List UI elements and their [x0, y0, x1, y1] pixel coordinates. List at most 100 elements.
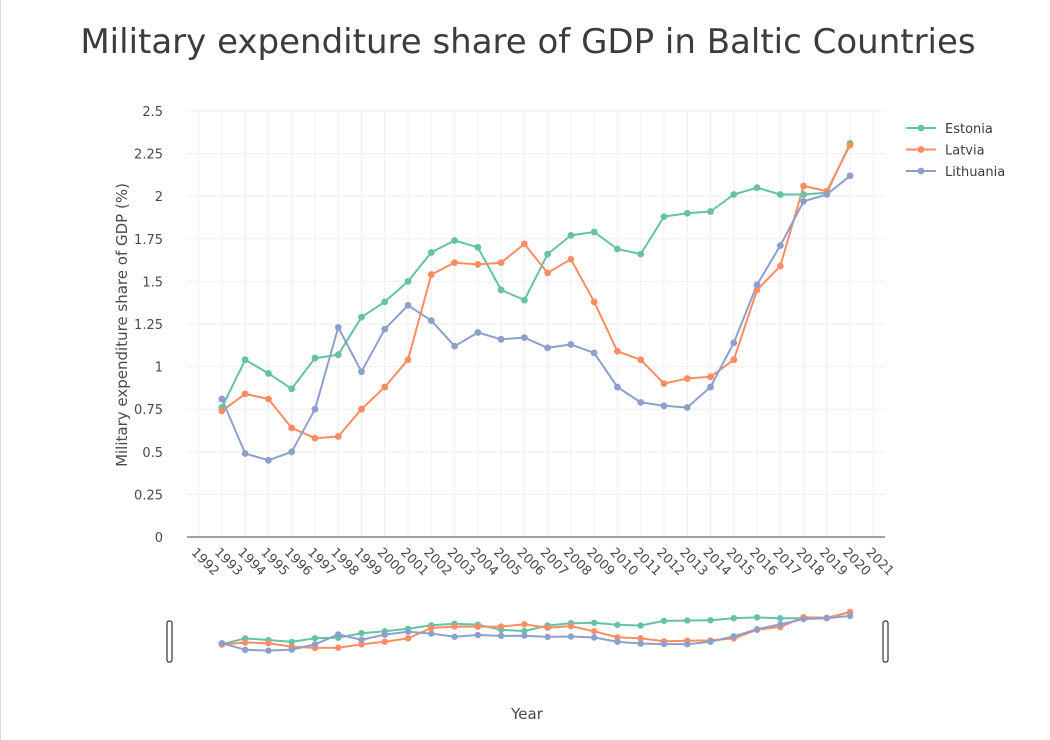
- slider-series-line: [221, 611, 851, 649]
- slider-data-point: [823, 614, 831, 622]
- y-tick-label: 1: [155, 361, 163, 376]
- x-tick-labels: 1992199319941995199619971998199920002001…: [188, 545, 897, 579]
- x-axis-title: Year: [510, 705, 544, 723]
- data-point: [497, 335, 505, 343]
- slider-data-point: [358, 641, 365, 648]
- data-point: [520, 296, 528, 304]
- y-tick-label: 0: [155, 531, 163, 546]
- data-point: [218, 395, 226, 403]
- data-point: [590, 349, 598, 357]
- slider-data-point: [544, 633, 551, 641]
- data-point: [288, 424, 296, 432]
- data-point: [614, 245, 621, 253]
- slider-data-point: [265, 639, 272, 647]
- data-point: [544, 269, 552, 277]
- data-point: [823, 191, 831, 198]
- data-point: [800, 191, 807, 198]
- data-point: [358, 405, 365, 413]
- slider-data-point: [265, 647, 272, 654]
- data-point: [497, 286, 505, 294]
- data-point: [427, 317, 435, 324]
- range-slider[interactable]: [166, 602, 889, 668]
- data-point: [474, 243, 482, 251]
- slider-data-point: [288, 646, 295, 653]
- slider-data-point: [590, 628, 598, 635]
- data-point: [776, 262, 784, 270]
- range-slider-background: [187, 602, 885, 668]
- slider-data-point: [358, 636, 365, 644]
- legend[interactable]: Estonia Latvia Lithuania: [906, 122, 1005, 180]
- data-point: [311, 405, 319, 413]
- slider-data-point: [474, 631, 482, 639]
- slider-data-point: [567, 622, 575, 630]
- slider-data-point: [614, 621, 621, 629]
- slider-data-point: [707, 638, 714, 645]
- slider-data-point: [637, 622, 644, 629]
- slider-data-point: [451, 633, 458, 640]
- slider-data-point: [381, 631, 388, 638]
- slider-data-point: [590, 619, 598, 626]
- slider-data-point: [753, 626, 761, 633]
- data-point: [660, 380, 668, 388]
- data-point: [241, 390, 249, 398]
- data-point: [683, 375, 691, 382]
- y-tick-label: 1.5: [142, 275, 163, 290]
- data-point: [427, 249, 435, 256]
- data-point: [776, 191, 784, 198]
- slider-series-line: [221, 611, 851, 646]
- data-point: [730, 339, 738, 347]
- data-point: [358, 313, 365, 321]
- slider-data-point: [288, 638, 295, 646]
- legend-label: Lithuania: [945, 165, 1005, 180]
- y-tick-label: 0.75: [134, 403, 163, 418]
- data-point: [427, 271, 435, 278]
- data-point: [707, 383, 714, 391]
- slider-data-point: [800, 615, 807, 623]
- slider-data-point: [730, 633, 737, 640]
- slider-data-point: [614, 638, 621, 645]
- data-point: [241, 356, 249, 364]
- data-point: [637, 250, 645, 258]
- data-point: [334, 433, 342, 440]
- slider-data-point: [497, 623, 505, 630]
- data-point: [218, 407, 226, 415]
- slider-data-point: [335, 631, 342, 638]
- slider-data-point: [730, 614, 737, 622]
- slider-data-point: [753, 614, 761, 621]
- y-axis-title: Military expenditure share of GDP (%): [113, 183, 131, 467]
- data-point: [683, 404, 691, 411]
- data-point: [753, 281, 761, 289]
- data-point: [404, 278, 412, 285]
- data-point: [544, 250, 552, 258]
- slider-data-point: [521, 621, 528, 628]
- series-line-lithuania: [220, 175, 851, 462]
- y-tick-label: 1.25: [134, 318, 163, 333]
- data-point: [497, 259, 505, 267]
- slider-data-point: [358, 629, 365, 637]
- data-point: [404, 356, 412, 364]
- data-point: [451, 237, 458, 244]
- slider-data-point: [241, 639, 249, 646]
- slider-data-point: [474, 623, 482, 630]
- data-point: [544, 344, 552, 352]
- data-point: [334, 351, 342, 359]
- slider-data-point: [311, 634, 319, 642]
- data-point: [707, 373, 714, 381]
- slider-data-point: [311, 641, 319, 648]
- data-point: [288, 448, 296, 456]
- series-line-estonia: [221, 142, 852, 408]
- slider-handle-right[interactable]: [882, 620, 889, 663]
- slider-handle-left[interactable]: [166, 620, 173, 663]
- data-point: [590, 298, 598, 306]
- slider-data-point: [428, 624, 435, 632]
- slider-data-point: [660, 640, 668, 648]
- slider-data-point: [660, 617, 668, 625]
- y-tick-label: 0.25: [134, 488, 163, 503]
- data-point: [381, 383, 389, 391]
- slider-data-point: [707, 617, 714, 624]
- series-points: [218, 139, 854, 464]
- slider-data-point: [777, 621, 784, 628]
- data-point: [730, 356, 738, 364]
- slider-data-point: [637, 635, 644, 642]
- data-point: [590, 228, 598, 236]
